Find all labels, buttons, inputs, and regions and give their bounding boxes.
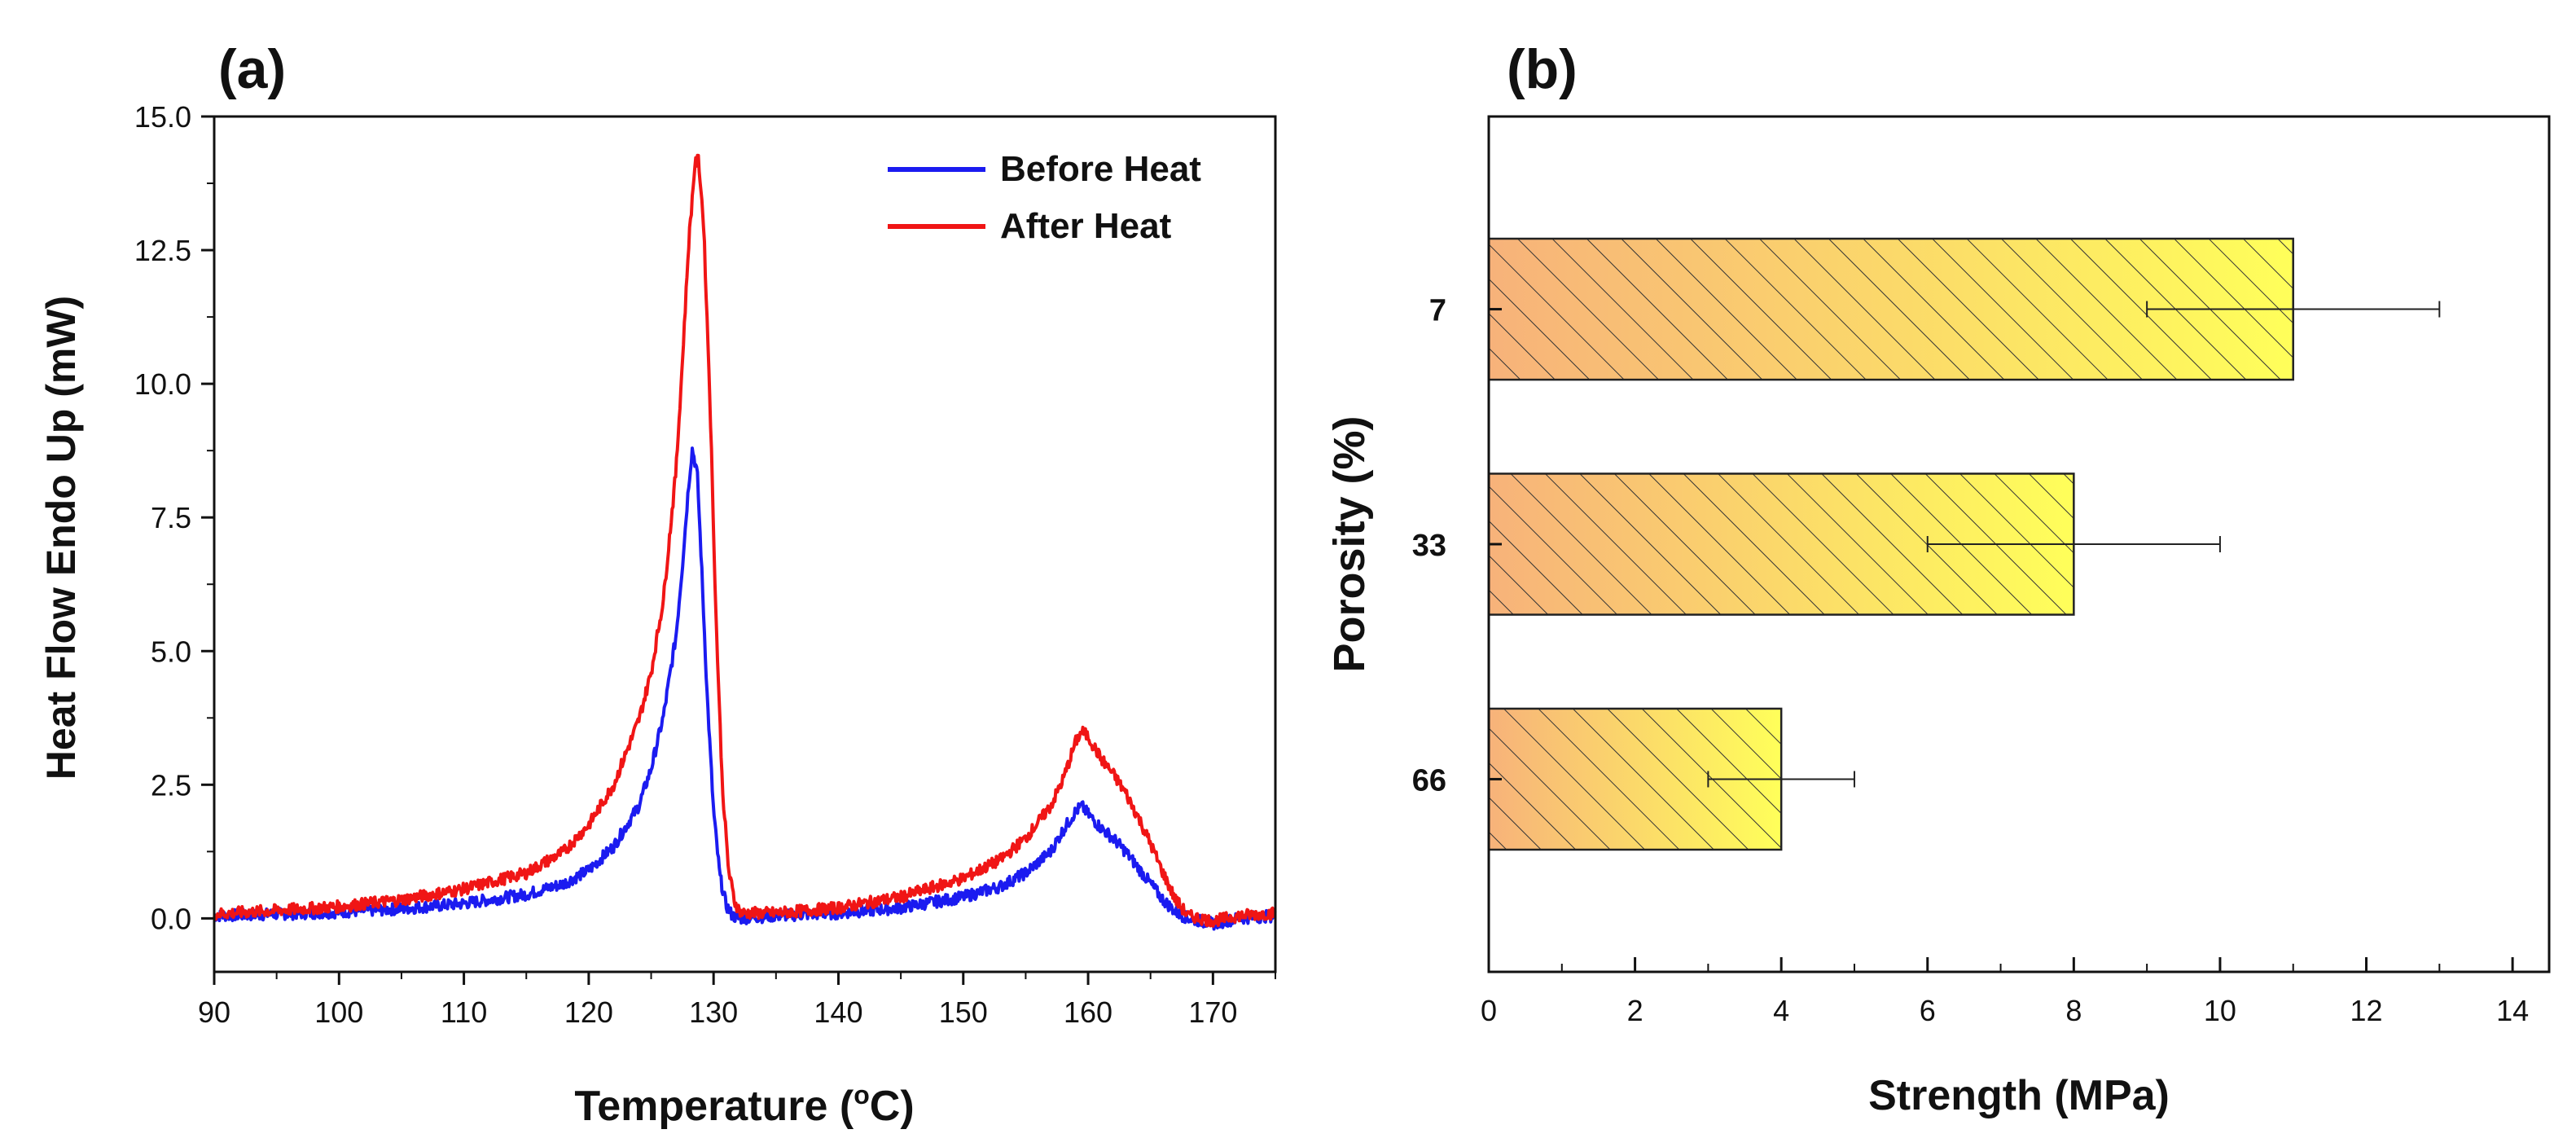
y-tick-label: 5.0 (151, 635, 191, 668)
panel-b-plot-frame (1487, 115, 2551, 973)
x-tick-label: 150 (939, 995, 988, 1029)
x-tick-label: 100 (314, 995, 363, 1029)
x-tick-label: 120 (564, 995, 613, 1029)
y-category-label: 66 (1412, 763, 1446, 798)
x-tick-label: 110 (441, 995, 487, 1029)
panel-a-x-axis: 90 100 110 120 130 140 150 160 170 (198, 972, 1276, 1029)
x-tick-label: 14 (2496, 994, 2529, 1027)
series-line-before-heat (213, 446, 1277, 931)
panel-a-y-axis: 0.0 2.5 5.0 7.5 10.0 12.5 15.0 (134, 100, 214, 935)
panel-b-x-axis-title: Strength (MPa) (1868, 1072, 2170, 1119)
x-tick-label: 90 (198, 995, 230, 1029)
x-tick-label: 0 (1481, 994, 1497, 1027)
panel-b-label: (b) (1507, 38, 1578, 100)
panel-b-bars (1487, 237, 2441, 851)
y-tick-label: 15.0 (134, 100, 191, 134)
x-tick-label: 12 (2350, 994, 2382, 1027)
x-tick-label: 130 (689, 995, 738, 1029)
y-tick-label: 7.5 (151, 501, 191, 534)
panel-a-label: (a) (218, 38, 286, 100)
panel-a-series (213, 153, 1277, 931)
y-tick-label: 2.5 (151, 768, 191, 802)
x-tick-label: 6 (1920, 994, 1936, 1027)
x-tick-label: 2 (1627, 994, 1643, 1027)
panel-b-y-axis-title: Porosity (%) (1325, 415, 1374, 672)
panel-b-bar-chart: (b) 0 2 4 6 8 10 12 14 7 33 66 Porosity (%) Stren… (1325, 38, 2551, 1119)
panel-a-y-axis-title: Heat Flow Endo Up (mW) (38, 296, 84, 780)
panel-b-x-axis: 0 2 4 6 8 10 12 14 (1481, 957, 2529, 1027)
x-tick-label: 140 (814, 995, 862, 1029)
x-tick-label: 10 (2204, 994, 2236, 1027)
panel-a-x-axis-title: Temperature (oC) (574, 1080, 914, 1130)
x-tick-label: 4 (1773, 994, 1789, 1027)
y-tick-label: 10.0 (134, 367, 191, 401)
x-tick-label: 170 (1188, 995, 1237, 1029)
y-category-label: 33 (1412, 529, 1446, 563)
y-category-label: 7 (1429, 294, 1446, 328)
panel-a-line-chart: (a) 0.0 2.5 5.0 7.5 10.0 12.5 15.0 90 100 110 120… (38, 38, 1277, 1130)
panel-b-y-axis: 7 33 66 (1412, 294, 1502, 798)
y-tick-label: 0.0 (151, 902, 191, 935)
legend-label-before-heat: Before Heat (1000, 149, 1201, 189)
legend-label-after-heat: After Heat (1000, 206, 1172, 246)
panel-a-plot-frame (213, 115, 1277, 973)
x-tick-label: 160 (1064, 995, 1112, 1029)
y-tick-label: 12.5 (134, 234, 191, 267)
panel-a-legend: Before Heat After Heat (888, 149, 1201, 246)
x-tick-label: 8 (2065, 994, 2082, 1027)
series-line-after-heat (213, 153, 1277, 928)
